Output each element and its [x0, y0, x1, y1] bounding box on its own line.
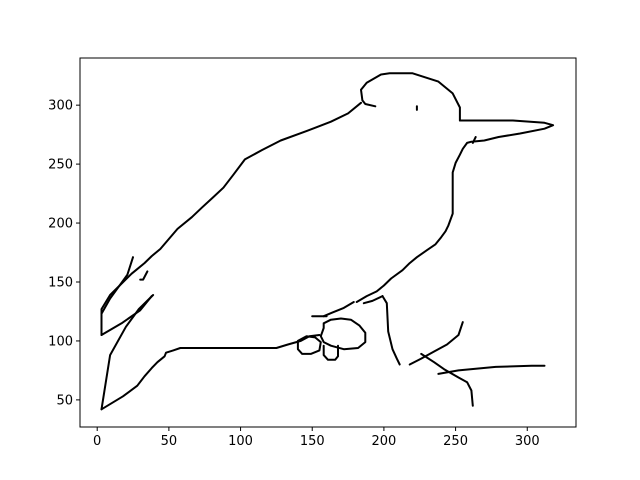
x-tick-label: 100 [228, 434, 253, 449]
y-tick-label: 150 [48, 275, 73, 290]
x-tick-label: 250 [443, 434, 468, 449]
y-tick-label: 100 [48, 334, 73, 349]
x-tick-label: 300 [515, 434, 540, 449]
x-tick-label: 200 [371, 434, 396, 449]
y-tick-label: 250 [48, 158, 73, 173]
y-tick-label: 300 [48, 99, 73, 114]
y-tick-label: 200 [48, 217, 73, 232]
x-tick-label: 150 [300, 434, 325, 449]
y-tick-label: 50 [56, 393, 73, 408]
x-tick-label: 50 [161, 434, 178, 449]
x-tick-label: 0 [93, 434, 101, 449]
